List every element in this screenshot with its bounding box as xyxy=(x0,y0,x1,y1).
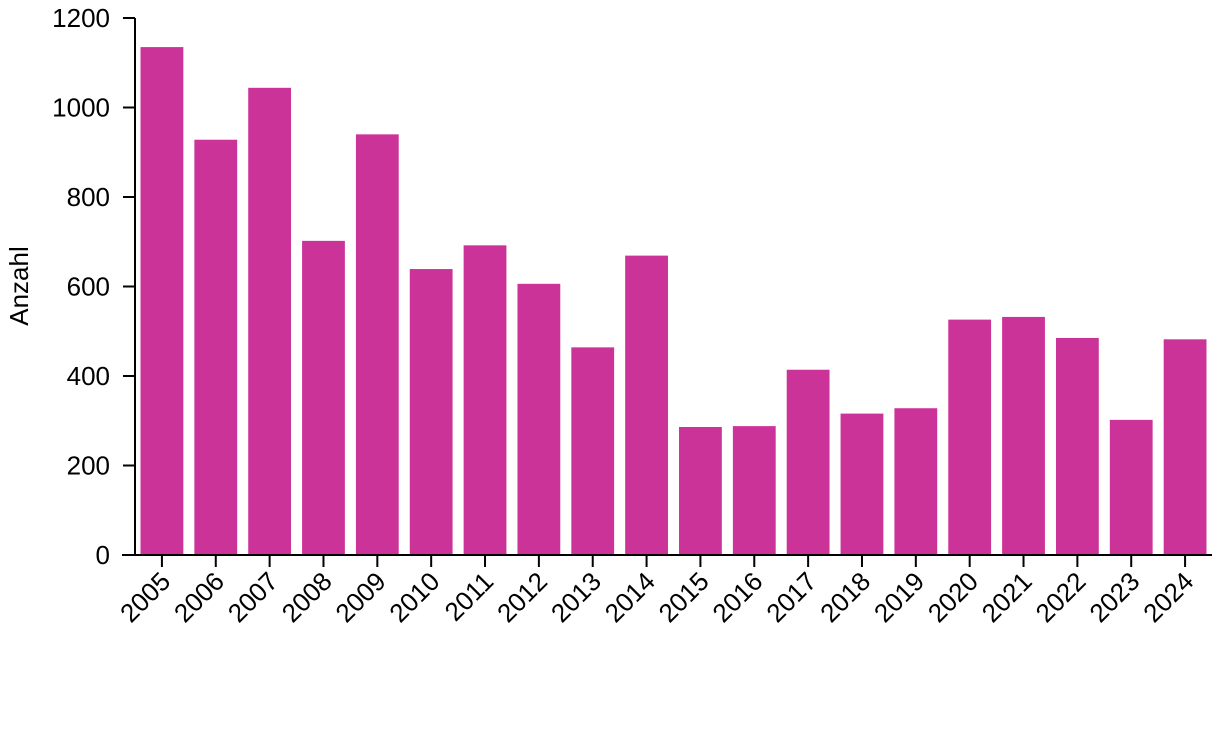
bar-2005 xyxy=(140,47,184,556)
bar-2020 xyxy=(948,319,992,555)
bar-2014 xyxy=(625,255,668,555)
y-tick-label: 0 xyxy=(96,540,110,570)
bar-2013 xyxy=(571,347,615,555)
bars-group xyxy=(140,47,1207,556)
y-tick-label: 1200 xyxy=(52,3,110,33)
x-tick-label: 2012 xyxy=(491,566,553,628)
x-tick-label: 2019 xyxy=(868,566,930,628)
y-tick-label: 1000 xyxy=(52,93,110,123)
y-tick-label: 800 xyxy=(67,182,110,212)
y-tick-label: 200 xyxy=(67,451,110,481)
x-tick-label: 2006 xyxy=(168,566,230,628)
bar-2015 xyxy=(679,427,722,555)
bar-2023 xyxy=(1109,419,1153,555)
y-axis: 0 200 400 600 800 1000 1200 xyxy=(52,3,136,570)
bar-2006 xyxy=(194,139,238,555)
bar-2016 xyxy=(732,426,776,555)
x-axis: 2005200620072008200920102011201220132014… xyxy=(114,554,1212,628)
bar-2008 xyxy=(302,240,345,556)
bar-2021 xyxy=(1002,316,1045,555)
bar-2011 xyxy=(463,245,507,555)
bar-2019 xyxy=(894,408,938,555)
x-tick-label: 2007 xyxy=(222,566,284,628)
bar-2018 xyxy=(840,413,884,555)
x-tick-label: 2022 xyxy=(1030,566,1092,628)
x-tick-label: 2020 xyxy=(922,566,984,628)
x-tick-label: 2023 xyxy=(1083,566,1145,628)
bar-2009 xyxy=(355,134,399,555)
y-tick-label: 400 xyxy=(67,361,110,391)
bar-2017 xyxy=(786,369,830,555)
bar-2007 xyxy=(248,87,292,555)
x-tick-label: 2015 xyxy=(653,566,715,628)
x-tick-label: 2008 xyxy=(276,566,338,628)
y-tick-label: 600 xyxy=(67,272,110,302)
x-tick-label: 2024 xyxy=(1137,566,1199,628)
bar-2022 xyxy=(1055,337,1099,555)
bar-2012 xyxy=(517,283,561,555)
x-tick-label: 2005 xyxy=(114,566,176,628)
x-tick-label: 2021 xyxy=(976,566,1038,628)
y-axis-title: Anzahl xyxy=(4,246,34,326)
bar-2024 xyxy=(1163,339,1207,555)
x-tick-label: 2011 xyxy=(439,566,500,627)
x-tick-label: 2014 xyxy=(599,566,661,628)
x-tick-label: 2013 xyxy=(545,566,607,628)
x-tick-label: 2009 xyxy=(329,566,391,628)
x-tick-label: 2018 xyxy=(814,566,876,628)
x-tick-label: 2010 xyxy=(383,566,445,628)
bar-2010 xyxy=(409,269,453,555)
x-tick-label: 2017 xyxy=(760,566,822,628)
x-tick-label: 2016 xyxy=(706,566,768,628)
